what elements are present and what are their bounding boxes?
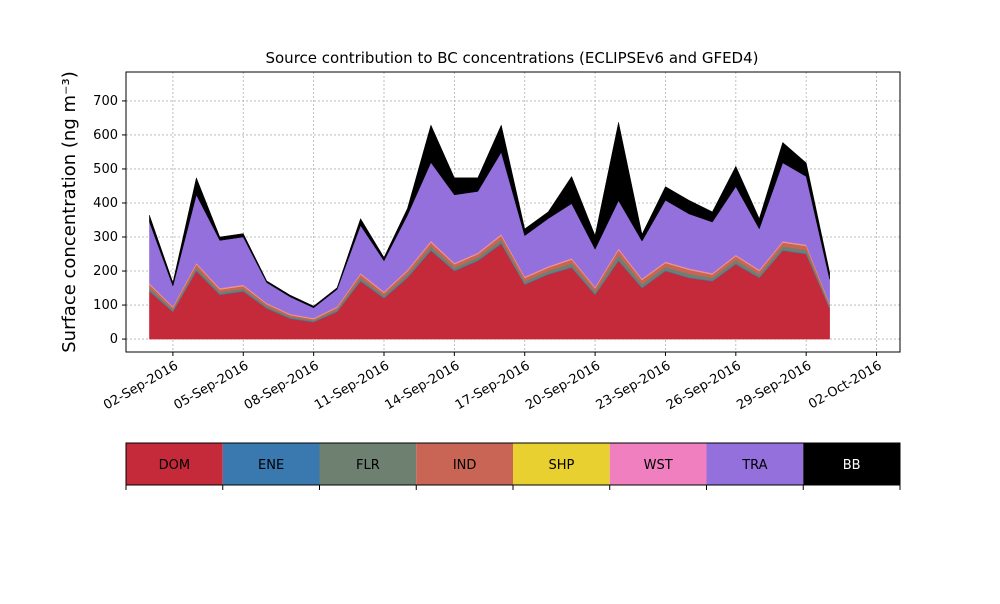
legend-swatch [706, 443, 804, 485]
legend-label: SHP [548, 458, 574, 473]
y-tick-label: 600 [93, 128, 118, 143]
legend-swatch [319, 443, 417, 485]
legend-swatch [222, 443, 320, 485]
y-tick-label: 200 [93, 264, 118, 279]
legend-swatch [609, 443, 707, 485]
legend-label: ENE [258, 458, 284, 473]
x-tick-label: 23-Sep-2016 [594, 358, 674, 413]
y-tick-label: 300 [93, 230, 118, 245]
legend-swatch [803, 443, 900, 485]
x-tick-label: 17-Sep-2016 [453, 358, 533, 413]
y-tick-label: 700 [93, 94, 118, 109]
legend-swatch [126, 443, 223, 485]
area [149, 122, 830, 309]
y-tick-label: 0 [110, 332, 118, 347]
legend-label: FLR [356, 458, 380, 473]
x-tick-label: 05-Sep-2016 [171, 358, 251, 413]
x-tick-label: 20-Sep-2016 [523, 358, 603, 413]
plot-frame [125, 71, 901, 353]
x-tick-label: 14-Sep-2016 [383, 358, 463, 413]
x-tick-label: 02-Oct-2016 [806, 358, 884, 412]
legend-frame [125, 442, 901, 486]
legend-label: IND [453, 458, 477, 473]
legend-label: BB [843, 458, 861, 473]
legend-label: TRA [741, 458, 767, 473]
legend-label: DOM [159, 458, 190, 473]
x-tick-label: 08-Sep-2016 [242, 358, 322, 413]
y-tick-label: 500 [93, 162, 118, 177]
legend-swatch [416, 443, 513, 485]
legend-label: WST [644, 458, 673, 473]
x-tick-label: 29-Sep-2016 [734, 358, 814, 413]
x-tick-label: 26-Sep-2016 [664, 358, 744, 413]
x-tick-label: 02-Sep-2016 [101, 358, 181, 413]
legend-swatch [513, 443, 610, 485]
y-tick-label: 400 [93, 196, 118, 211]
chart-title: Source contribution to BC concentrations… [265, 49, 758, 67]
y-tick-label: 100 [93, 298, 118, 313]
x-tick-label: 11-Sep-2016 [312, 358, 392, 413]
y-axis-label: Surface concentration (ng m⁻³) [59, 71, 80, 353]
